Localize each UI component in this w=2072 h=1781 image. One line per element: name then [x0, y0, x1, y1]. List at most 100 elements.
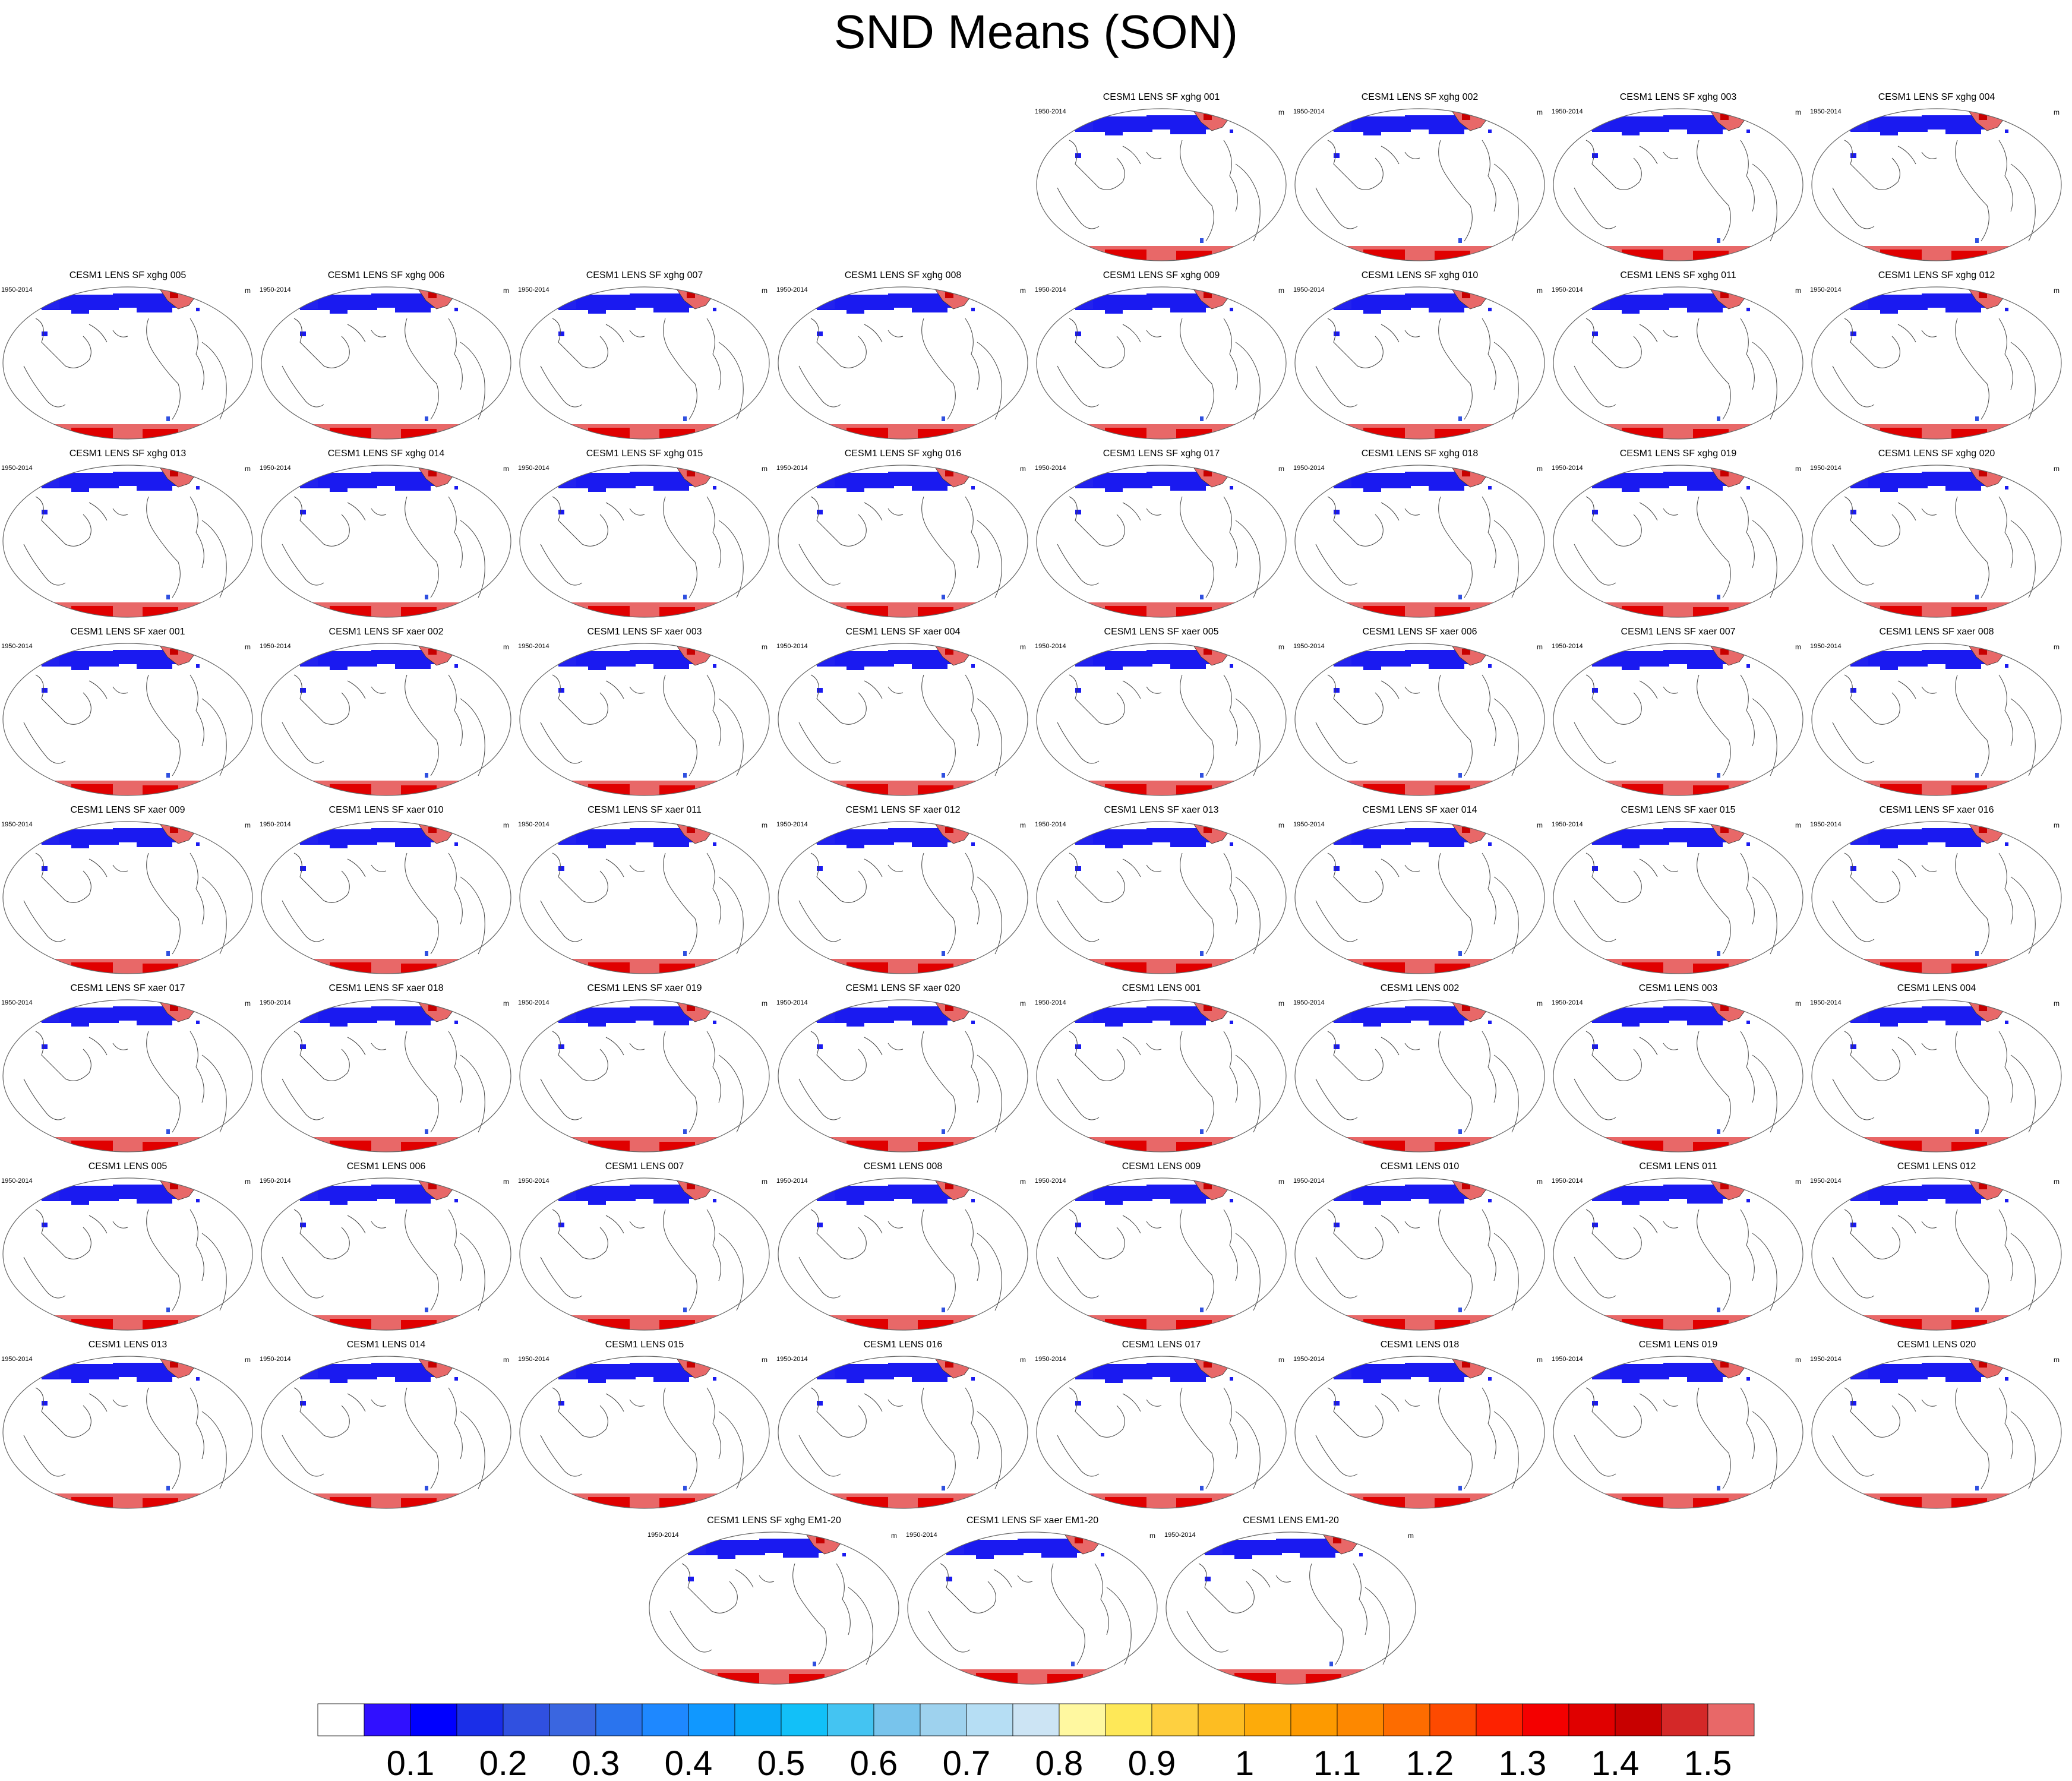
- panel-units: m: [1537, 286, 1543, 295]
- panel-units: m: [2054, 108, 2060, 116]
- map-panel: CESM1 LENS 011 1950-2014 m: [1550, 1161, 1806, 1333]
- panel-units: m: [762, 821, 767, 829]
- map-plot: [519, 643, 770, 796]
- map-panel: CESM1 LENS 006 1950-2014 m: [258, 1161, 514, 1333]
- panel-title: CESM1 LENS SF xghg 009: [1103, 270, 1220, 280]
- colorbar-swatch: [642, 1703, 689, 1736]
- panel-units: m: [245, 643, 251, 651]
- panel-title: CESM1 LENS SF xaer 011: [588, 805, 702, 815]
- panel-period: 1950-2014: [776, 286, 808, 293]
- map-panel: CESM1 LENS SF xaer 018 1950-2014 m: [258, 983, 514, 1155]
- colorbar-swatch: [317, 1703, 365, 1736]
- panel-title: CESM1 LENS SF xghg 013: [69, 449, 187, 459]
- map-plot: [778, 1356, 1028, 1509]
- map-plot: [778, 999, 1028, 1152]
- panel-units: m: [1278, 286, 1284, 295]
- panel-title: CESM1 LENS 020: [1897, 1340, 1976, 1350]
- panel-period: 1950-2014: [1552, 1177, 1583, 1185]
- panel-period: 1950-2014: [776, 821, 808, 828]
- panel-period: 1950-2014: [518, 821, 549, 828]
- panel-title: CESM1 LENS SF xaer 002: [329, 627, 444, 637]
- panel-units: m: [1278, 465, 1284, 473]
- panel-title: CESM1 LENS SF xaer 007: [1621, 627, 1736, 637]
- panel-units: m: [1020, 1356, 1026, 1364]
- colorbar-swatch: [595, 1703, 643, 1736]
- map-panel: CESM1 LENS SF xghg 002 1950-2014 m: [1292, 91, 1547, 264]
- map-plot: [2, 999, 253, 1152]
- map-plot: [1811, 643, 2062, 796]
- panel-title: CESM1 LENS SF xghg 001: [1103, 92, 1220, 102]
- panel-title: CESM1 LENS 003: [1638, 983, 1718, 993]
- panel-title: CESM1 LENS SF xaer 008: [1879, 627, 1994, 637]
- panel-period: 1950-2014: [1810, 1177, 1842, 1185]
- map-panel: CESM1 LENS 008 1950-2014 m: [775, 1161, 1031, 1333]
- panel-period: 1950-2014: [1, 999, 33, 1006]
- map-panel: CESM1 LENS SF xaer 005 1950-2014 m: [1034, 626, 1289, 798]
- panel-title: CESM1 LENS SF xghg 002: [1361, 92, 1479, 102]
- panel-period: 1950-2014: [1552, 108, 1583, 115]
- panel-period: 1950-2014: [518, 1356, 549, 1363]
- panel-period: 1950-2014: [1810, 643, 1842, 650]
- map-plot: [778, 1177, 1028, 1331]
- panel-title: CESM1 LENS SF xaer 004: [845, 627, 961, 637]
- panel-title: CESM1 LENS 008: [863, 1161, 943, 1171]
- map-panel: CESM1 LENS 017 1950-2014 m: [1034, 1339, 1289, 1511]
- colorbar-swatch: [1383, 1703, 1430, 1736]
- panel-units: m: [1020, 1177, 1026, 1186]
- map-panel: CESM1 LENS SF xaer 001 1950-2014 m: [0, 626, 255, 798]
- map-plot: [1036, 286, 1287, 440]
- map-panel: CESM1 LENS 013 1950-2014 m: [0, 1339, 255, 1511]
- panel-units: m: [1795, 999, 1801, 1008]
- panel-period: 1950-2014: [1552, 643, 1583, 650]
- map-plot: [1553, 643, 1803, 796]
- map-plot: [1036, 1356, 1287, 1509]
- map-plot: [1553, 1356, 1803, 1509]
- colorbar-tick-label: 0.4: [665, 1744, 713, 1781]
- panel-period: 1950-2014: [1293, 1177, 1325, 1185]
- map-panel: CESM1 LENS 010 1950-2014 m: [1292, 1161, 1547, 1333]
- map-plot: [2, 1356, 253, 1509]
- colorbar-tick-label: 1.2: [1406, 1744, 1454, 1781]
- map-panel: CESM1 LENS SF xghg 015 1950-2014 m: [517, 448, 772, 620]
- panel-title: CESM1 LENS SF xaer 016: [1879, 805, 1994, 815]
- colorbar-swatch: [734, 1703, 782, 1736]
- panel-title: CESM1 LENS SF xghg 003: [1619, 92, 1737, 102]
- map-panel: CESM1 LENS SF xghg 017 1950-2014 m: [1034, 448, 1289, 620]
- map-plot: [1036, 643, 1287, 796]
- panel-title: CESM1 LENS 019: [1638, 1340, 1718, 1350]
- panel-units: m: [1278, 821, 1284, 829]
- colorbar-swatch: [688, 1703, 735, 1736]
- panel-period: 1950-2014: [1810, 108, 1842, 115]
- panel-units: m: [2054, 643, 2060, 651]
- panel-units: m: [1537, 1356, 1543, 1364]
- map-panel: CESM1 LENS SF xaer 007 1950-2014 m: [1550, 626, 1806, 798]
- panel-title: CESM1 LENS SF xghg 014: [327, 449, 445, 459]
- panel-title: CESM1 LENS SF xaer 019: [587, 983, 702, 993]
- map-panel: CESM1 LENS SF xghg EM1-20 1950-2014 m: [646, 1515, 902, 1687]
- panel-units: m: [1795, 286, 1801, 295]
- map-plot: [2, 1177, 253, 1331]
- panel-units: m: [1278, 1356, 1284, 1364]
- map-panel: CESM1 LENS 015 1950-2014 m: [517, 1339, 772, 1511]
- panel-units: m: [1537, 465, 1543, 473]
- panel-period: 1950-2014: [260, 1177, 291, 1185]
- map-panel: CESM1 LENS SF xghg 012 1950-2014 m: [1809, 270, 2064, 442]
- panel-title: CESM1 LENS SF xaer 017: [70, 983, 185, 993]
- map-plot: [1036, 465, 1287, 618]
- panel-period: 1950-2014: [1810, 821, 1842, 828]
- map-panel: CESM1 LENS 016 1950-2014 m: [775, 1339, 1031, 1511]
- panel-period: 1950-2014: [648, 1531, 679, 1539]
- colorbar-swatch: [1151, 1703, 1199, 1736]
- map-panel: CESM1 LENS SF xghg 014 1950-2014 m: [258, 448, 514, 620]
- panel-title: CESM1 LENS SF xaer 020: [845, 983, 961, 993]
- panel-title: CESM1 LENS SF xghg 017: [1103, 449, 1220, 459]
- panel-period: 1950-2014: [1035, 465, 1066, 472]
- map-panel: CESM1 LENS SF xghg 009 1950-2014 m: [1034, 270, 1289, 442]
- panel-units: m: [1149, 1531, 1155, 1540]
- panel-period: 1950-2014: [1552, 465, 1583, 472]
- panel-period: 1950-2014: [1293, 108, 1325, 115]
- map-plot: [261, 643, 511, 796]
- panel-title: CESM1 LENS SF xaer 012: [845, 805, 961, 815]
- map-panel: CESM1 LENS SF xghg 010 1950-2014 m: [1292, 270, 1547, 442]
- panel-units: m: [245, 1177, 251, 1186]
